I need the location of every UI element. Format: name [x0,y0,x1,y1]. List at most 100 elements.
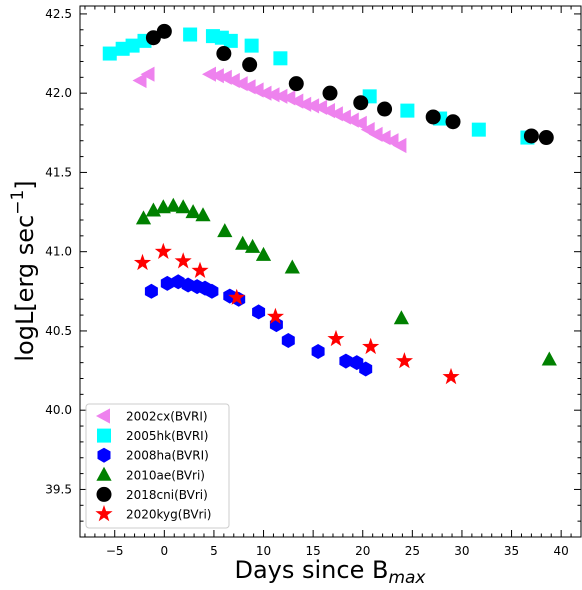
data-point [242,57,258,73]
data-point [132,72,147,89]
data-point [102,46,117,61]
data-point [183,27,198,42]
legend-label: 2020kyg(BVri) [126,508,211,522]
series-4 [145,23,554,146]
y-axis-label-sup: −1 [8,190,28,215]
data-point [223,33,238,48]
data-point [209,68,224,84]
data-point [154,242,172,259]
data-point [216,46,232,62]
data-point [244,38,259,53]
data-point [359,361,373,377]
data-point [145,30,161,46]
data-point [171,274,185,290]
x-tick-label: 5 [210,544,218,558]
legend-label: 2008ha(BVRI) [126,449,209,463]
data-point [257,85,272,101]
data-point [322,85,338,101]
x-tick-label: 35 [504,544,519,558]
data-point [133,253,152,271]
data-point [202,66,216,82]
legend-marker [97,447,111,463]
data-point [185,204,201,219]
x-axis-label-sub: max [388,568,426,588]
data-point [273,88,288,104]
x-tick-label: −5 [106,544,124,558]
data-point [255,246,272,261]
data-point [305,98,320,114]
data-point [140,66,155,82]
x-tick-label: 15 [305,544,320,558]
y-axis-label: logL[erg sec−1] [8,180,39,361]
legend-item: 2002cx(BVRI) [96,408,208,424]
legend-marker [96,486,112,502]
legend-marker [96,466,112,481]
series-0 [132,66,407,154]
data-point [339,353,353,369]
data-point [311,344,325,359]
legend-item: 2020kyg(BVri) [95,505,211,522]
legend-item: 2005hk(BVRI) [97,428,208,443]
data-point [265,87,280,103]
data-point [144,283,158,299]
data-point [297,96,312,112]
x-tick-label: 0 [161,544,169,558]
x-tick-label: 20 [355,544,370,558]
data-point [245,238,261,253]
data-point [327,329,345,347]
plot-frame [79,5,582,538]
data-point [160,275,174,291]
data-point [377,101,393,117]
data-point [191,261,209,278]
y-tick-label: 40.0 [45,403,72,417]
data-point [445,114,461,130]
data-point [252,304,266,320]
data-point [175,199,191,214]
legend-label: 2010ae(BVri) [126,468,205,482]
y-tick-label: 39.5 [45,482,72,496]
x-tick-label: 25 [405,544,420,558]
data-point [353,95,369,111]
data-point [156,23,172,39]
data-point [135,210,152,225]
data-point [284,259,300,274]
y-tick-label: 41.0 [45,245,72,259]
data-point [523,128,539,144]
x-tick-label: 10 [256,544,271,558]
legend-marker [97,428,111,443]
data-point [125,38,140,53]
y-tick-label: 42.5 [45,7,72,21]
data-point [205,283,219,299]
data-point [217,223,233,238]
legend-marker [96,408,110,424]
series-5 [133,242,460,385]
data-point [235,235,251,250]
data-marks [102,23,557,385]
data-point [174,252,192,269]
legend-item: 2018cni(BVri) [96,486,208,502]
data-point [471,122,486,137]
data-point [228,288,246,305]
data-point [425,109,441,125]
legend-label: 2005hk(BVRI) [126,429,208,443]
legend-item: 2008ha(BVRI) [97,447,209,463]
y-tick-label: 40.5 [45,324,72,338]
data-point [281,333,295,348]
y-tick-label: 42.0 [45,86,72,100]
data-point [352,115,367,131]
legend-label: 2018cni(BVri) [126,488,208,502]
y-axis-label-main: logL[erg sec [11,215,39,362]
data-point [538,130,554,146]
data-point [393,310,409,325]
data-point [442,367,460,385]
axes: −5 0 5 10 15 20 25 30 35 40 39.5 40.0 40.5 41.0 41.5 42… [45,6,582,558]
data-point [400,103,415,118]
x-tick-label: 40 [554,544,569,558]
legend-marker [95,505,113,522]
legend-item: 2010ae(BVri) [96,466,205,482]
series-3 [135,197,557,366]
legend-box [85,403,230,529]
data-point [195,207,211,222]
y-axis-label-close: ] [11,180,39,189]
